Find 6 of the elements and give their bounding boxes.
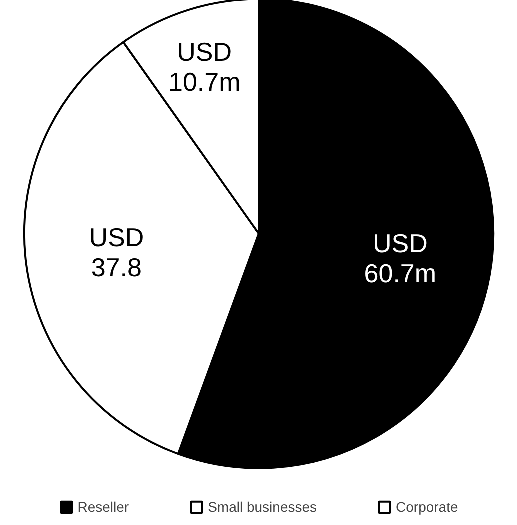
- legend-label: Reseller: [78, 499, 130, 515]
- data-label: USD 37.8: [89, 222, 144, 282]
- legend-label: Corporate: [396, 499, 458, 515]
- data-label: USD 10.7m: [168, 37, 241, 98]
- data-label: USD 60.7m: [364, 228, 437, 288]
- legend-label: Small businesses: [208, 499, 318, 515]
